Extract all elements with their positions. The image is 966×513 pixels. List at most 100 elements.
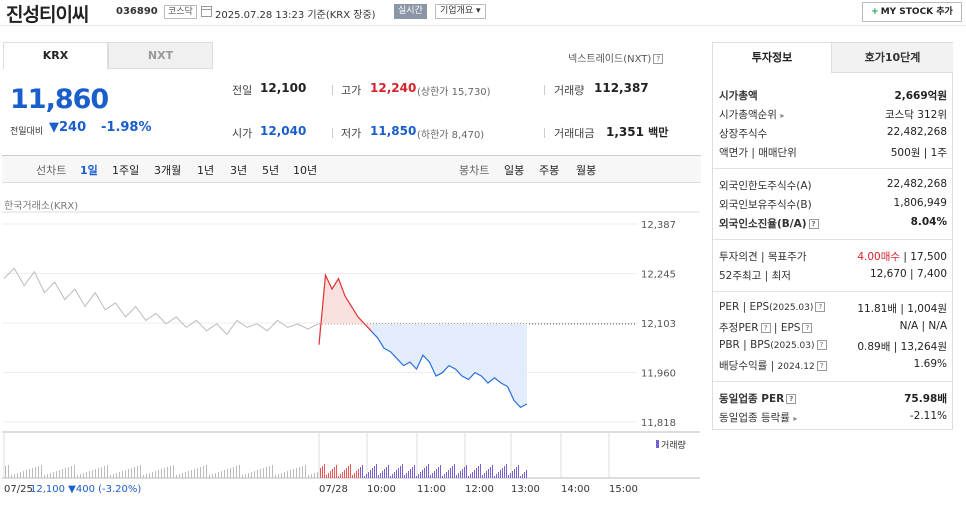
- volume-bar: [420, 472, 421, 478]
- tab-nxt[interactable]: NXT: [108, 42, 213, 69]
- volume-bar: [380, 473, 381, 478]
- volume-bar: [362, 465, 363, 478]
- volume-bar: [212, 474, 213, 478]
- market-cap-rank-row[interactable]: 시가총액순위 ▸ 코스닥 312위: [719, 105, 947, 123]
- volume-bar: [452, 466, 453, 478]
- tab-5y[interactable]: 5년: [262, 164, 280, 177]
- tab-orderbook-10[interactable]: 호가10단계: [832, 43, 953, 73]
- volume-bar: [518, 465, 519, 478]
- volume-bar: [322, 466, 323, 478]
- mystock-label: MY STOCK 추가: [880, 7, 953, 17]
- volume: 112,387: [594, 81, 649, 95]
- help-icon[interactable]: ?: [653, 54, 664, 64]
- volume-bar: [41, 465, 42, 478]
- volume-bar: [80, 474, 81, 478]
- help-icon[interactable]: ?: [816, 361, 827, 371]
- tab-1w[interactable]: 1주일: [112, 164, 140, 177]
- volume-bar: [356, 471, 357, 478]
- divider: [713, 291, 952, 292]
- volume-bar: [194, 469, 195, 478]
- per-date: (2025.03): [769, 303, 814, 313]
- dividend-label: 배당수익률: [719, 360, 768, 372]
- x-tick-label: 11:00: [417, 484, 446, 495]
- volume-bar: [484, 473, 485, 478]
- volume-bar: [404, 475, 405, 478]
- tab-3m[interactable]: 3개월: [154, 164, 182, 177]
- volume-bar: [478, 466, 479, 478]
- volume-bar: [354, 473, 355, 478]
- x-tick-label: 13:00: [511, 484, 540, 495]
- volume-bar: [131, 468, 132, 478]
- listed-shares-label: 상장주식수: [719, 128, 768, 140]
- nxt-link[interactable]: 넥스트레이드(NXT)?: [568, 50, 664, 65]
- realtime-button[interactable]: 실시간: [394, 4, 427, 19]
- volume-bar: [520, 476, 521, 478]
- tab-monthly[interactable]: 월봉: [576, 164, 597, 177]
- add-my-stock-button[interactable]: + MY STOCK 추가: [862, 2, 962, 22]
- volume-bar: [458, 473, 459, 478]
- volume-bar: [311, 474, 312, 478]
- tab-investment-info[interactable]: 투자정보: [713, 43, 832, 73]
- industry-rate-row[interactable]: 동일업종 등락률 ▸ -2.11%: [719, 408, 947, 426]
- week52-high-label: 52주최고: [719, 270, 762, 282]
- volume-legend-label: 거래량: [661, 439, 686, 451]
- volume-bar: [200, 467, 201, 478]
- volume-bar: [344, 470, 345, 478]
- volume-bar: [502, 468, 503, 478]
- volume-bar: [438, 467, 439, 478]
- volume-bar: [422, 470, 423, 478]
- help-icon[interactable]: ?: [786, 394, 797, 404]
- dividend-row: 배당수익률 | 2024.12? 1.69%: [719, 358, 947, 372]
- volume-bar: [414, 465, 415, 478]
- volume-bar: [514, 469, 515, 478]
- help-icon[interactable]: ?: [802, 323, 813, 333]
- company-overview-dropdown[interactable]: 기업개요 ▾: [435, 4, 486, 19]
- volume-bar: [140, 465, 141, 478]
- tab-krx[interactable]: KRX: [3, 42, 108, 69]
- volume-bar: [366, 474, 367, 478]
- volume-bar: [370, 470, 371, 478]
- help-icon[interactable]: ?: [760, 323, 771, 333]
- x-tick-label: 12:00: [465, 484, 494, 495]
- volume-bar: [474, 470, 475, 478]
- volume-bar: [164, 468, 165, 478]
- help-icon[interactable]: ?: [808, 219, 819, 229]
- tab-10y[interactable]: 10년: [293, 164, 318, 177]
- volume-bar: [486, 471, 487, 478]
- volume-bar: [364, 476, 365, 478]
- volume-bar: [392, 474, 393, 478]
- tab-1d[interactable]: 1일: [80, 164, 98, 177]
- help-icon[interactable]: ?: [816, 340, 827, 350]
- bps-label: BPS: [750, 339, 771, 351]
- stock-code: 036890: [116, 6, 158, 17]
- tab-weekly[interactable]: 주봉: [539, 164, 560, 177]
- price-change-percent: -1.98%: [101, 120, 152, 135]
- volume-bar: [215, 473, 216, 478]
- volume-bar: [113, 474, 114, 478]
- volume-bar: [128, 469, 129, 478]
- volume-bar: [510, 473, 511, 478]
- help-icon[interactable]: ?: [815, 302, 826, 312]
- price-change: ▼240: [49, 120, 86, 135]
- tab-1y[interactable]: 1년: [197, 164, 215, 177]
- volume-bar: [197, 468, 198, 478]
- tab-3y[interactable]: 3년: [230, 164, 248, 177]
- volume-bar: [398, 468, 399, 478]
- per-row: PER | EPS(2025.03)? 11.81배 | 1,004원: [719, 301, 947, 315]
- chevron-right-icon: ▸: [793, 414, 798, 423]
- pbr-row: PBR | BPS(2025.03)? 0.89배 | 13,264원: [719, 339, 947, 353]
- volume-bar: [233, 467, 234, 478]
- est-per-label: 추정PER: [719, 322, 759, 334]
- volume-bar: [47, 474, 48, 478]
- low-label: 저가: [341, 127, 362, 140]
- x-tick-label: 07/25: [4, 484, 33, 495]
- company-name: 진성티이씨: [6, 4, 89, 26]
- foreign-ratio-label: 외국인소진율(B/A): [719, 218, 807, 230]
- volume-bar: [412, 467, 413, 478]
- volume-bar: [476, 468, 477, 478]
- volume-bar: [176, 475, 177, 478]
- volume-bar: [302, 466, 303, 478]
- volume-bar: [218, 472, 219, 478]
- eps-label: EPS: [749, 301, 770, 313]
- tab-daily[interactable]: 일봉: [504, 164, 525, 177]
